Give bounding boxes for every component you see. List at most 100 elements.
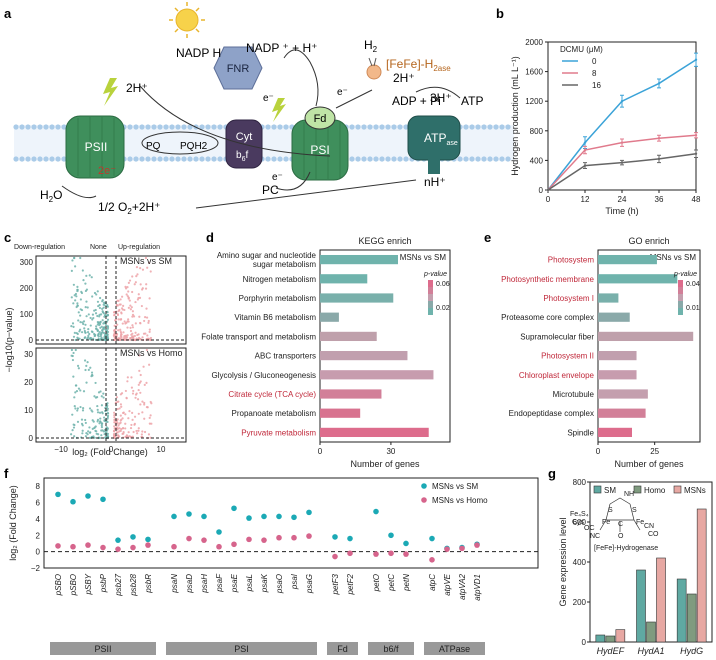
volcano-bottom-frame <box>35 347 187 443</box>
volcano-point <box>130 376 133 379</box>
lipid-head <box>37 124 43 130</box>
lipid-head <box>271 124 277 130</box>
y-tick-label: 10 <box>24 406 33 415</box>
volcano-point <box>101 319 104 322</box>
gene-label: petC <box>387 574 396 592</box>
gene-label: petO <box>372 574 381 592</box>
sm-point <box>306 509 312 516</box>
volcano-point <box>81 424 84 427</box>
lipid-head <box>397 156 403 162</box>
group-label: PSII <box>94 644 111 654</box>
volcano-point <box>90 371 94 374</box>
lipid-head <box>49 124 55 130</box>
category-label: Proteasome core complex <box>501 313 594 322</box>
sun-icon <box>169 2 205 38</box>
lipid-head <box>355 156 361 162</box>
volcano-point <box>85 315 88 318</box>
volcano-point <box>142 365 145 368</box>
volcano-point <box>117 424 120 427</box>
volcano-point <box>139 391 142 394</box>
category-label: Microtubule <box>553 390 595 399</box>
sm-point <box>246 515 252 521</box>
volcano-point <box>77 311 80 314</box>
volcano-point <box>81 429 84 432</box>
lipid-head <box>169 124 175 130</box>
volcano-point <box>92 337 95 340</box>
volcano-point <box>139 373 142 377</box>
volcano-point <box>85 274 88 277</box>
group-label: b6/f <box>383 644 399 654</box>
homo-point <box>100 544 106 551</box>
gene-label: psaF <box>215 573 224 593</box>
homo-point <box>261 537 267 543</box>
volcano-point <box>143 383 146 386</box>
lipid-head <box>463 124 469 130</box>
lipid-head <box>463 156 469 162</box>
volcano-point <box>135 337 138 340</box>
volcano-point <box>88 426 91 429</box>
lipid-head <box>397 124 403 130</box>
legend-label: 16 <box>592 81 601 90</box>
legend-swatch <box>593 485 602 494</box>
volcano-point <box>76 285 79 288</box>
volcano-point <box>86 306 89 309</box>
lipid-head <box>481 124 487 130</box>
data-point <box>694 152 698 155</box>
gene-label: psaH <box>200 574 209 594</box>
volcano-point <box>106 420 109 424</box>
category-label: Citrate cycle (TCA cycle) <box>228 390 316 399</box>
volcano-point <box>70 269 73 272</box>
expression-bar <box>595 634 606 643</box>
enrich-bar <box>598 389 648 399</box>
volcano-top-title: MSNs vs SM <box>120 256 172 266</box>
volcano-point <box>85 381 88 384</box>
volcano-point <box>135 429 138 433</box>
volcano-point <box>103 416 106 419</box>
enrich-bar <box>320 274 368 284</box>
x-tick-label: −10 <box>54 445 68 454</box>
lipid-head <box>31 124 37 130</box>
lipid-head <box>193 156 199 162</box>
expression-bar <box>615 629 626 643</box>
volcano-point <box>131 290 134 294</box>
lipid-head <box>139 124 145 130</box>
lipid-head <box>271 156 277 162</box>
volcano-point <box>93 395 96 398</box>
volcano-point <box>88 436 92 439</box>
legend-title: p-value <box>673 271 697 278</box>
volcano-point <box>74 407 77 410</box>
volcano-point <box>100 404 104 407</box>
legend-swatch <box>678 294 683 301</box>
lipid-head <box>469 124 475 130</box>
sm-point <box>373 508 379 515</box>
volcano-point <box>73 294 76 297</box>
volcano-point <box>84 323 87 326</box>
nadph-label: NADP H <box>176 46 221 60</box>
lipid-head <box>493 156 499 162</box>
volcano-point <box>106 412 110 415</box>
volcano-point <box>120 427 123 431</box>
volcano-point <box>127 318 130 321</box>
lipid-head <box>157 156 163 162</box>
volcano-point <box>88 407 92 410</box>
volcano-point <box>137 427 140 430</box>
volcano-point <box>123 308 126 312</box>
lipid-head <box>349 124 355 130</box>
lightning-icon <box>103 78 118 106</box>
x-tick-label: 12 <box>581 195 590 204</box>
go-bar-chart: GO enrich MSNs vs SM Photosystem Photosynth… <box>501 236 701 469</box>
y-tick-label: 30 <box>24 350 33 359</box>
gene-label: petN <box>402 574 411 592</box>
fnr-protein: FNR <box>213 46 263 90</box>
volcano-point <box>73 404 76 408</box>
category-label: Chloroplast envelope <box>519 371 595 380</box>
y-tick-label: 300 <box>20 258 34 267</box>
category-label: Nitrogen metabolism <box>243 275 317 284</box>
lipid-head <box>25 156 31 162</box>
lipid-head <box>43 124 49 130</box>
volcano-point <box>76 409 79 412</box>
volcano-point <box>93 291 97 295</box>
gene-label: psaI <box>290 573 299 590</box>
volcano-point <box>131 392 135 395</box>
sm-point <box>115 537 121 543</box>
